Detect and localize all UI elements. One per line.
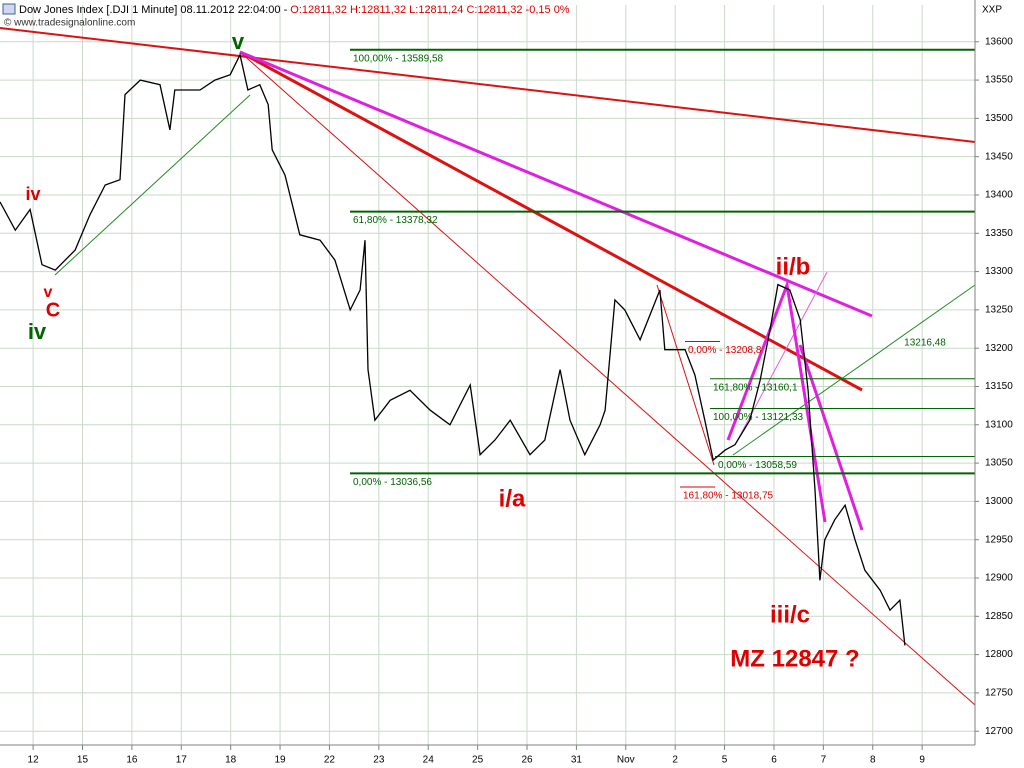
level-label: 0,00% - 13036,56 <box>353 477 432 488</box>
y-tick-label: 13100 <box>985 419 1013 430</box>
wave-line <box>798 344 864 531</box>
x-tick-label: 7 <box>821 755 827 766</box>
y-tick-label: 13500 <box>985 113 1013 124</box>
trend-line <box>239 50 863 392</box>
y-tick-label: 12750 <box>985 688 1013 699</box>
x-tick-label: 6 <box>771 755 777 766</box>
x-tick-label: 25 <box>472 755 484 766</box>
level-label: 100,00% - 13589,58 <box>353 53 444 64</box>
trend-line <box>0 27 976 143</box>
annotation: i/a <box>499 485 526 512</box>
levels: 100,00% - 13589,58 61,80% - 13378,32 0,00%… <box>350 48 975 502</box>
x-tick-label: 23 <box>373 755 385 766</box>
x-tick-label: 19 <box>274 755 286 766</box>
watermark: © www.tradesignalonline.com <box>4 18 135 29</box>
level-label: 100,00% - 13121,33 <box>713 412 804 423</box>
y-tick-label: 13400 <box>985 190 1013 201</box>
y-tick-label: 13550 <box>985 75 1013 86</box>
y-tick-label: 12800 <box>985 649 1013 660</box>
level-label: 161,80% - 13160,1 <box>713 382 798 393</box>
annotation: iii/c <box>770 601 810 628</box>
x-tick-label: 24 <box>423 755 435 766</box>
title-text: Dow Jones Index [.DJI 1 Minute] 08.11.20… <box>19 4 290 16</box>
annotation: MZ 12847 ? <box>730 645 859 672</box>
price-line <box>0 52 906 646</box>
x-tick-label: 31 <box>571 755 583 766</box>
y-tick-label: 13000 <box>985 496 1013 507</box>
annotation: v <box>232 29 245 54</box>
level-label: 161,80% - 13018,75 <box>683 491 774 502</box>
y-tick-label: 12850 <box>985 611 1013 622</box>
y-tick-label: 13250 <box>985 305 1013 316</box>
x-tick-label: 16 <box>126 755 138 766</box>
y-tick-label: 13050 <box>985 458 1013 469</box>
x-tick-label: 12 <box>28 755 40 766</box>
y-tick-label: 13350 <box>985 228 1013 239</box>
x-tick-label: 26 <box>521 755 533 766</box>
chart-title: Dow Jones Index [.DJI 1 Minute] 08.11.20… <box>19 4 570 16</box>
y-tick-label: 13150 <box>985 381 1013 392</box>
level-label: 0,00% - 13208,8 <box>688 345 762 356</box>
chart-icon <box>2 3 16 15</box>
level-label: 61,80% - 13378,32 <box>353 215 438 226</box>
annotation: iv <box>28 319 47 344</box>
x-tick-label: 22 <box>324 755 336 766</box>
x-tick-label: 2 <box>672 755 678 766</box>
plot <box>0 52 906 646</box>
x-tick-label: Nov <box>617 755 635 766</box>
x-tick-label: 18 <box>225 755 237 766</box>
annotation: v <box>44 284 53 301</box>
quote: O:12811,32 H:12811,32 L:12811,24 C:12811… <box>290 4 570 16</box>
trend-line <box>656 284 715 466</box>
annotation: ii/b <box>776 253 811 280</box>
y-tick-label: 13600 <box>985 36 1013 47</box>
trend-line <box>732 284 976 456</box>
x-tick-label: 17 <box>176 755 188 766</box>
y-tick-label: 12700 <box>985 726 1013 737</box>
y-tick-label: 13450 <box>985 151 1013 162</box>
y-tick-label: 12950 <box>985 534 1013 545</box>
trend-line <box>239 50 873 318</box>
y-tick-label: 13300 <box>985 266 1013 277</box>
x-tick-label: 15 <box>77 755 89 766</box>
annotation: C <box>46 299 60 321</box>
x-tick-label: 8 <box>870 755 876 766</box>
y-tick-label: 13200 <box>985 343 1013 354</box>
x-tick-label: 5 <box>722 755 728 766</box>
y-tick-label: 12900 <box>985 573 1013 584</box>
annotation: 13216,48 <box>904 338 946 349</box>
trend-line <box>54 94 251 276</box>
axis-label: XXP <box>982 5 1002 16</box>
level-label: 0,00% - 13058,59 <box>718 460 797 471</box>
annotation: iv <box>25 184 40 204</box>
x-tick-label: 9 <box>919 755 925 766</box>
